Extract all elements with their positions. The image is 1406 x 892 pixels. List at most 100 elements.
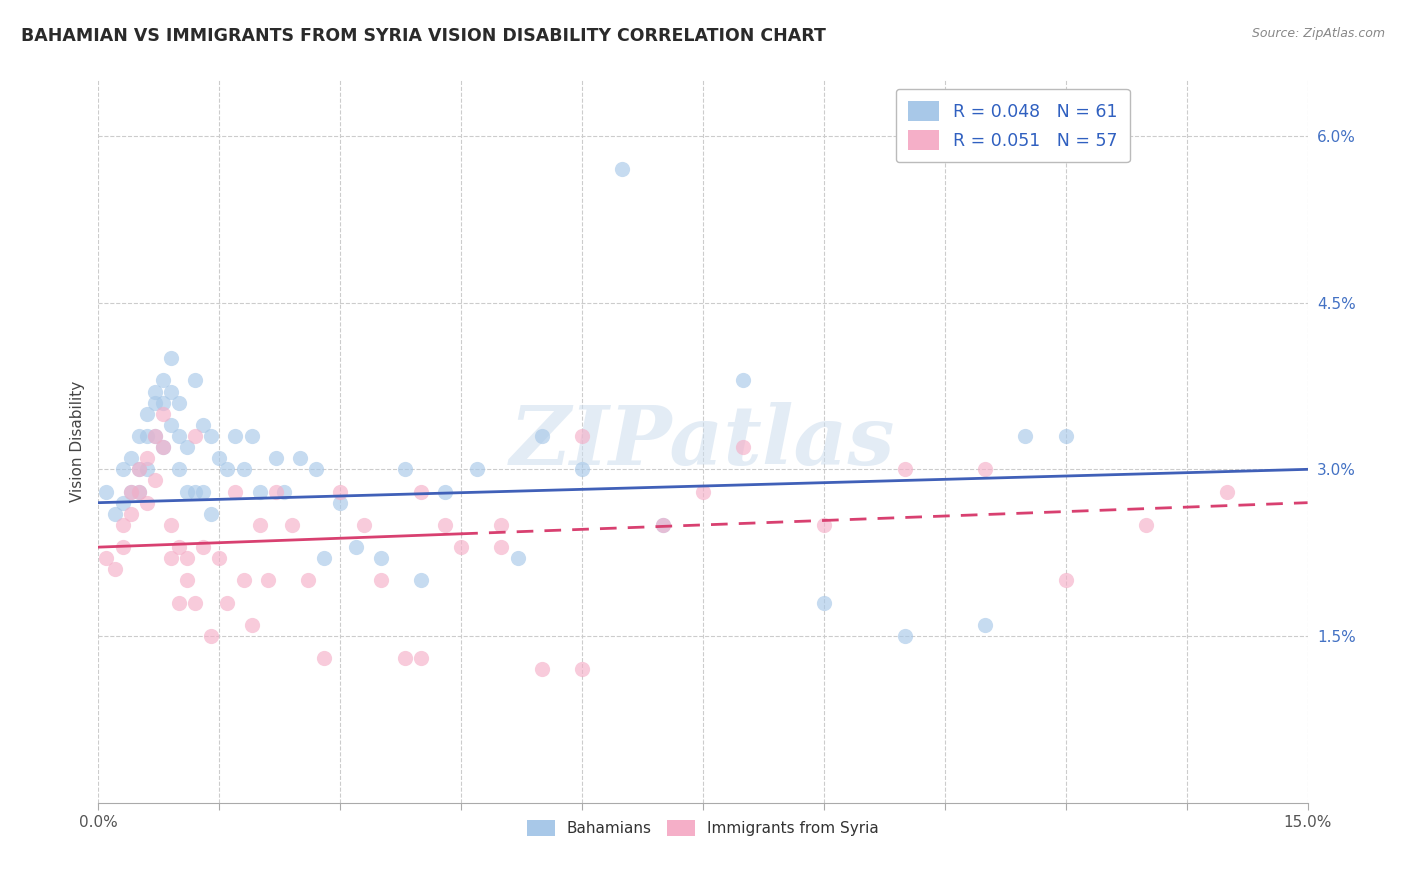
Point: [692, 484, 714, 499]
Point: [434, 484, 457, 499]
Point: [240, 429, 263, 443]
Point: [111, 540, 134, 554]
Point: [249, 484, 271, 499]
Text: Source: ZipAtlas.com: Source: ZipAtlas.com: [1251, 27, 1385, 40]
Point: [974, 462, 997, 476]
Point: [193, 540, 215, 554]
Point: [217, 462, 239, 476]
Point: [281, 517, 304, 532]
Point: [200, 507, 222, 521]
Point: [160, 551, 183, 566]
Point: [120, 451, 142, 466]
Point: [409, 484, 432, 499]
Point: [200, 429, 222, 443]
Point: [135, 429, 157, 443]
Point: [813, 517, 835, 532]
Point: [184, 596, 207, 610]
Point: [314, 551, 336, 566]
Point: [111, 517, 134, 532]
Point: [329, 484, 352, 499]
Point: [530, 429, 553, 443]
Point: [813, 596, 835, 610]
Point: [297, 574, 319, 588]
Point: [264, 451, 287, 466]
Point: [288, 451, 311, 466]
Point: [152, 373, 174, 387]
Point: [167, 540, 190, 554]
Point: [167, 395, 190, 409]
Point: [96, 484, 118, 499]
Point: [208, 551, 231, 566]
Point: [135, 496, 157, 510]
Point: [893, 462, 915, 476]
Point: [120, 507, 142, 521]
Point: [733, 440, 755, 454]
Point: [974, 618, 997, 632]
Point: [193, 417, 215, 432]
Point: [176, 574, 198, 588]
Point: [167, 462, 190, 476]
Point: [733, 373, 755, 387]
Point: [1135, 517, 1157, 532]
Point: [184, 484, 207, 499]
Point: [143, 395, 166, 409]
Point: [344, 540, 367, 554]
Point: [128, 462, 150, 476]
Point: [217, 596, 239, 610]
Point: [232, 462, 254, 476]
Point: [135, 462, 157, 476]
Point: [128, 484, 150, 499]
Point: [305, 462, 328, 476]
Point: [152, 407, 174, 421]
Point: [120, 484, 142, 499]
Point: [491, 540, 513, 554]
Point: [370, 551, 392, 566]
Point: [176, 440, 198, 454]
Point: [135, 451, 157, 466]
Point: [193, 484, 215, 499]
Point: [160, 384, 183, 399]
Point: [394, 462, 416, 476]
Point: [1216, 484, 1239, 499]
Point: [152, 395, 174, 409]
Point: [143, 429, 166, 443]
Point: [249, 517, 271, 532]
Point: [224, 484, 246, 499]
Point: [232, 574, 254, 588]
Point: [160, 517, 183, 532]
Point: [111, 496, 134, 510]
Point: [224, 429, 246, 443]
Point: [893, 629, 915, 643]
Point: [200, 629, 222, 643]
Point: [450, 540, 472, 554]
Point: [184, 429, 207, 443]
Point: [208, 451, 231, 466]
Point: [143, 474, 166, 488]
Point: [394, 651, 416, 665]
Point: [120, 484, 142, 499]
Point: [143, 429, 166, 443]
Point: [256, 574, 278, 588]
Point: [128, 462, 150, 476]
Point: [612, 162, 634, 177]
Point: [530, 662, 553, 676]
Point: [571, 662, 593, 676]
Point: [651, 517, 673, 532]
Text: ZIPatlas: ZIPatlas: [510, 401, 896, 482]
Point: [160, 417, 183, 432]
Point: [152, 440, 174, 454]
Point: [135, 407, 157, 421]
Text: BAHAMIAN VS IMMIGRANTS FROM SYRIA VISION DISABILITY CORRELATION CHART: BAHAMIAN VS IMMIGRANTS FROM SYRIA VISION…: [21, 27, 825, 45]
Point: [506, 551, 529, 566]
Point: [176, 551, 198, 566]
Point: [264, 484, 287, 499]
Point: [128, 484, 150, 499]
Y-axis label: Vision Disability: Vision Disability: [69, 381, 84, 502]
Point: [167, 596, 190, 610]
Point: [143, 384, 166, 399]
Point: [314, 651, 336, 665]
Point: [409, 651, 432, 665]
Point: [184, 373, 207, 387]
Point: [329, 496, 352, 510]
Point: [167, 429, 190, 443]
